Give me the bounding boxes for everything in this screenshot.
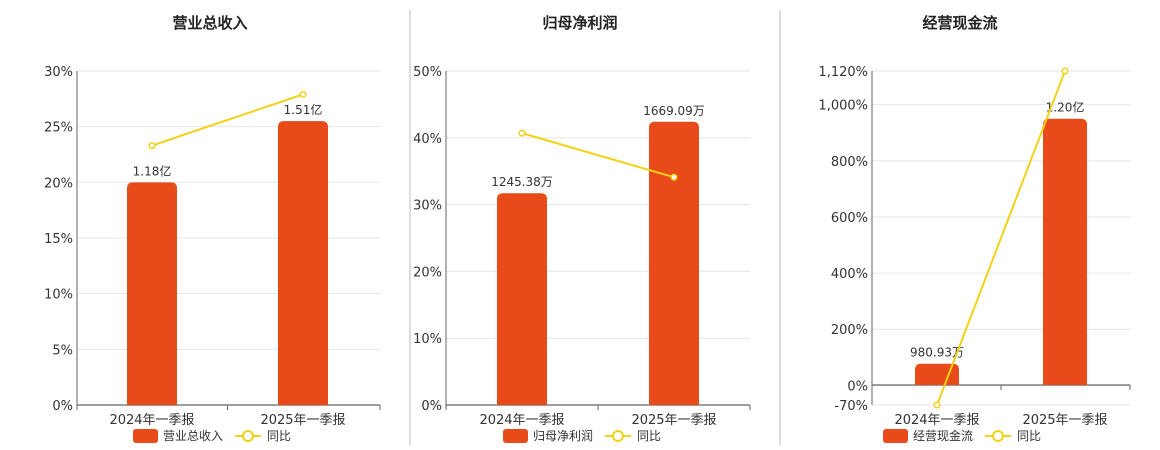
x-category-label: 2024年一季报 bbox=[109, 413, 194, 428]
chart-1: 营业总收入 30% 25% 20% 15% 10% 5% 0% 1.18亿 1.51亿 2024年一… bbox=[44, 14, 381, 443]
bar bbox=[278, 121, 328, 405]
chart-title: 营业总收入 bbox=[172, 14, 247, 32]
legend-line-marker bbox=[242, 430, 254, 442]
y-tick-label: 10% bbox=[44, 288, 73, 303]
bar-value-label: 1245.38万 bbox=[491, 175, 553, 189]
bar-value-label: 980.93万 bbox=[910, 346, 964, 360]
chart-title: 归母净利润 bbox=[542, 14, 617, 32]
bar-value-label: 1.18亿 bbox=[133, 163, 172, 178]
yoy-line bbox=[521, 132, 675, 179]
bar-value-label: 1.20亿 bbox=[1046, 100, 1085, 115]
y-tick-label: 10% bbox=[413, 332, 442, 347]
y-tick-label: 400% bbox=[831, 267, 868, 282]
y-tick-label: 25% bbox=[44, 121, 73, 136]
legend: 归母净利润 同比 bbox=[503, 429, 661, 443]
yoy-point bbox=[670, 173, 678, 181]
y-tick-label: 15% bbox=[44, 232, 73, 247]
legend-line-label: 同比 bbox=[267, 429, 291, 443]
legend-line-marker bbox=[612, 430, 624, 442]
bar bbox=[915, 363, 959, 385]
legend: 经营现金流 同比 bbox=[883, 428, 1041, 443]
yoy-point bbox=[933, 401, 941, 409]
bar bbox=[649, 121, 699, 405]
x-category-label: 2024年一季报 bbox=[479, 413, 564, 428]
yoy-point bbox=[518, 129, 526, 137]
legend-bar-label: 归母净利润 bbox=[533, 429, 593, 443]
y-tick-label: -70% bbox=[834, 399, 868, 414]
bar-value-label: 1669.09万 bbox=[643, 104, 705, 118]
x-category-label: 2025年一季报 bbox=[260, 413, 345, 428]
x-category-label: 2024年一季报 bbox=[894, 413, 979, 428]
legend-line-label: 同比 bbox=[1017, 429, 1041, 443]
chart-title: 经营现金流 bbox=[922, 14, 997, 32]
yoy-line bbox=[936, 70, 1066, 406]
yoy-line bbox=[151, 93, 304, 147]
chart-3: 经营现金流 1,120% 1,000% 800% 600% 400% 200% 0% -70% 9… bbox=[818, 14, 1131, 443]
x-category-label: 2025年一季报 bbox=[1022, 413, 1107, 428]
bar-value-label: 1.51亿 bbox=[284, 102, 323, 117]
y-tick-label: 200% bbox=[831, 323, 868, 338]
y-tick-label: 0% bbox=[847, 379, 868, 394]
legend-line-label: 同比 bbox=[637, 429, 661, 443]
y-tick-label: 0% bbox=[421, 399, 442, 414]
y-tick-label: 600% bbox=[831, 211, 868, 226]
y-tick-label: 50% bbox=[413, 65, 442, 80]
bar bbox=[1043, 118, 1087, 385]
y-tick-label: 1,000% bbox=[818, 99, 868, 114]
y-tick-label: 40% bbox=[413, 132, 442, 147]
legend-line-marker bbox=[992, 430, 1004, 442]
legend-bar-label: 营业总收入 bbox=[163, 429, 223, 443]
y-tick-label: 30% bbox=[44, 65, 73, 80]
y-tick-label: 0% bbox=[52, 399, 73, 414]
x-category-label: 2025年一季报 bbox=[631, 413, 716, 428]
y-tick-label: 1,120% bbox=[818, 65, 868, 80]
legend-bar-swatch bbox=[133, 429, 158, 443]
legend: 营业总收入 同比 bbox=[133, 429, 291, 443]
legend-bar-swatch bbox=[883, 429, 908, 443]
y-tick-label: 5% bbox=[52, 343, 73, 358]
y-tick-label: 20% bbox=[413, 265, 442, 280]
yoy-point bbox=[299, 90, 307, 98]
yoy-point bbox=[148, 142, 156, 150]
yoy-point bbox=[1061, 67, 1069, 75]
y-tick-label: 30% bbox=[413, 199, 442, 214]
y-tick-label: 800% bbox=[831, 155, 868, 170]
bar bbox=[127, 182, 177, 405]
legend-bar-label: 经营现金流 bbox=[913, 428, 973, 443]
legend-bar-swatch bbox=[503, 429, 528, 443]
y-tick-label: 20% bbox=[44, 176, 73, 191]
chart-2: 归母净利润 50% 40% 30% 20% 10% 0% 1245.38万 1669.09万 20… bbox=[413, 14, 751, 443]
bar bbox=[497, 193, 547, 405]
